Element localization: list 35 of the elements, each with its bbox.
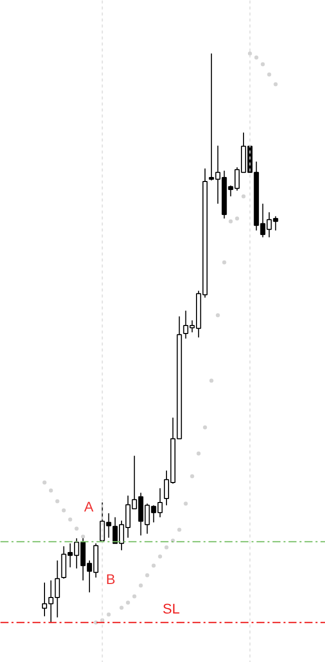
point xyxy=(267,72,272,77)
point xyxy=(68,518,72,522)
point xyxy=(138,584,143,588)
point xyxy=(81,534,86,539)
point xyxy=(222,260,226,264)
point xyxy=(164,545,168,550)
point xyxy=(42,480,46,485)
point xyxy=(190,474,194,478)
point xyxy=(145,573,150,578)
annotation: A xyxy=(84,498,94,514)
point xyxy=(235,216,240,221)
point xyxy=(248,52,252,56)
point xyxy=(260,62,265,66)
point xyxy=(62,508,66,512)
point xyxy=(216,313,220,318)
annotation: B xyxy=(106,571,116,588)
point xyxy=(196,452,201,456)
point xyxy=(228,219,233,224)
point xyxy=(203,425,207,430)
ref-line-label: SL xyxy=(162,600,180,616)
point xyxy=(184,502,188,506)
point xyxy=(158,554,162,558)
point xyxy=(74,526,79,531)
point xyxy=(106,612,111,617)
point xyxy=(177,528,182,532)
point xyxy=(132,594,136,598)
point xyxy=(274,82,278,86)
point xyxy=(48,488,53,492)
point xyxy=(209,378,214,383)
point xyxy=(126,600,130,605)
point xyxy=(254,55,258,60)
point xyxy=(55,499,60,504)
point xyxy=(120,606,124,610)
point xyxy=(242,194,246,198)
point xyxy=(152,564,156,568)
